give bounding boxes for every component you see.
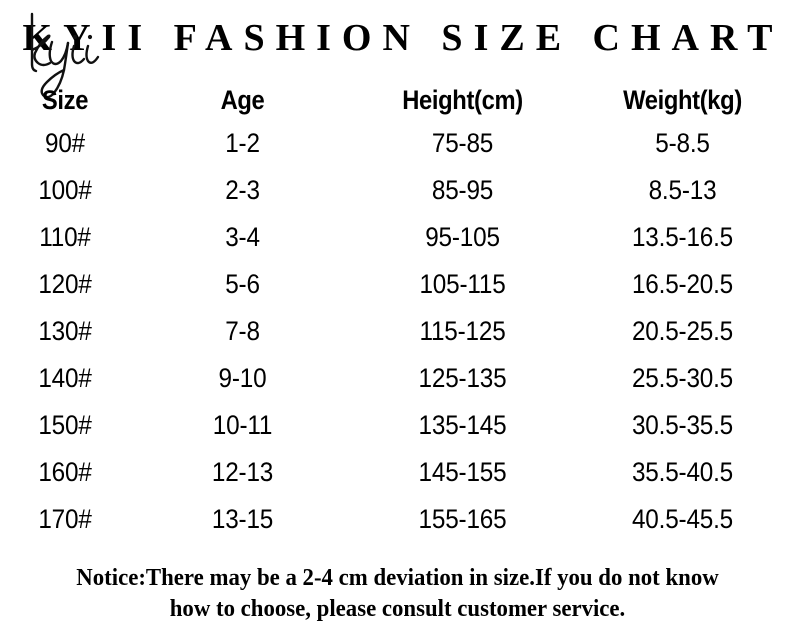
cell-weight: 40.5-45.5 [631,504,734,534]
table-row: 90# 1-2 75-85 5-8.5 [0,120,795,167]
cell-size: 140# [38,363,92,393]
cell-weight: 20.5-25.5 [631,316,734,346]
cell-age: 2-3 [225,175,260,205]
cell-age: 7-8 [225,316,260,346]
cell-weight: 30.5-35.5 [631,410,734,440]
cell-height: 135-145 [418,410,507,440]
table-row: 170# 13-15 155-165 40.5-45.5 [0,496,795,543]
column-header-height: Height(cm) [402,84,523,115]
cell-height: 75-85 [431,128,494,158]
cell-weight: 5-8.5 [655,128,710,158]
table-row: 140# 9-10 125-135 25.5-30.5 [0,355,795,402]
notice-line-2: how to choose, please consult customer s… [169,596,626,622]
cell-age: 3-4 [225,222,260,252]
cell-size: 160# [38,457,92,487]
cell-age: 9-10 [218,363,267,393]
cell-age: 13-15 [211,504,274,534]
table-row: 150# 10-11 135-145 30.5-35.5 [0,402,795,449]
cell-height: 155-165 [418,504,507,534]
column-header-age: Age [220,84,265,115]
cell-height: 115-125 [419,316,506,346]
page-title: KYII FASHION SIZE CHART [22,17,784,59]
table-row: 130# 7-8 115-125 20.5-25.5 [0,308,795,355]
size-chart-table: Size Age Height(cm) Weight(kg) 90# 1-2 7… [0,80,795,543]
column-header-size: Size [41,84,89,115]
cell-height: 105-115 [419,269,506,299]
cell-weight: 25.5-30.5 [631,363,734,393]
column-header-weight: Weight(kg) [623,84,742,115]
table-header-row: Size Age Height(cm) Weight(kg) [0,80,795,120]
table-row: 110# 3-4 95-105 13.5-16.5 [0,214,795,261]
cell-size: 150# [38,410,92,440]
cell-weight: 8.5-13 [648,175,717,205]
notice-text: Notice:There may be a 2-4 cm deviation i… [0,563,795,625]
table-row: 120# 5-6 105-115 16.5-20.5 [0,261,795,308]
cell-size: 110# [39,222,91,252]
cell-age: 10-11 [212,410,273,440]
cell-weight: 16.5-20.5 [631,269,734,299]
table-row: 160# 12-13 145-155 35.5-40.5 [0,449,795,496]
cell-weight: 35.5-40.5 [631,457,734,487]
notice-line-1: Notice:There may be a 2-4 cm deviation i… [76,565,719,591]
cell-size: 90# [44,128,85,158]
cell-size: 170# [38,504,92,534]
cell-height: 125-135 [418,363,507,393]
cell-weight: 13.5-16.5 [631,222,734,252]
table-row: 100# 2-3 85-95 8.5-13 [0,167,795,214]
cell-age: 12-13 [211,457,274,487]
cell-size: 120# [38,269,92,299]
cell-age: 5-6 [225,269,260,299]
cell-age: 1-2 [225,128,260,158]
cell-height: 85-95 [431,175,494,205]
cell-size: 100# [38,175,92,205]
cell-height: 145-155 [418,457,507,487]
cell-height: 95-105 [425,222,500,252]
cell-size: 130# [38,316,92,346]
